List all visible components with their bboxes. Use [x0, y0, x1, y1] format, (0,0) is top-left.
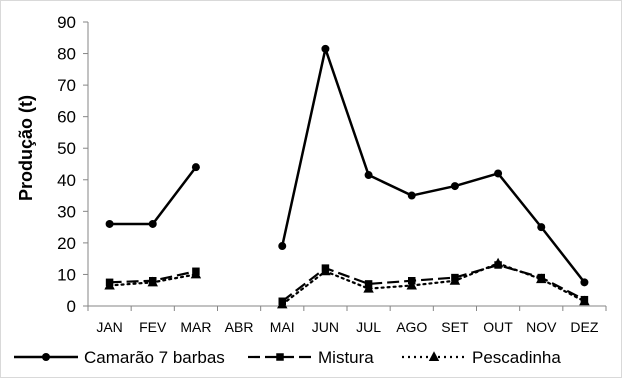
- series-camarao-7-barbas: [105, 44, 589, 287]
- chart-series: [104, 44, 590, 309]
- series-mistura: [105, 261, 589, 306]
- data-point: [580, 278, 589, 287]
- x-tick-label: MAI: [270, 319, 295, 335]
- y-tick-label: 0: [67, 297, 76, 316]
- x-tick-label: JUN: [312, 319, 339, 335]
- x-tick-label: DEZ: [570, 319, 598, 335]
- data-point: [537, 223, 546, 232]
- data-point: [148, 219, 157, 228]
- data-point: [450, 182, 459, 191]
- legend-label: Camarão 7 barbas: [84, 348, 225, 367]
- x-tick-label: JAN: [96, 319, 122, 335]
- y-tick-label: 30: [57, 202, 76, 221]
- x-tick-label: OUT: [483, 319, 513, 335]
- x-tick-label: FEV: [139, 319, 167, 335]
- series-line: [281, 263, 585, 303]
- series-line: [281, 47, 586, 284]
- data-point: [363, 282, 374, 293]
- y-tick-label: 90: [57, 13, 76, 32]
- y-axis-label: Produção (t): [16, 95, 36, 201]
- data-point: [579, 295, 590, 306]
- y-tick-label: 50: [57, 139, 76, 158]
- series-line: [109, 166, 197, 226]
- y-tick-label: 60: [57, 108, 76, 127]
- legend-label: Mistura: [318, 348, 374, 367]
- data-point: [191, 163, 200, 172]
- x-tick-label: SET: [441, 319, 469, 335]
- data-point: [406, 279, 417, 290]
- y-tick-label: 40: [57, 171, 76, 190]
- data-point: [364, 171, 373, 180]
- data-point: [321, 44, 330, 53]
- y-tick-label: 10: [57, 265, 76, 284]
- data-point: [190, 268, 202, 279]
- legend-item-camarao-7-barbas: Camarão 7 barbas: [14, 348, 225, 367]
- legend-marker: [42, 353, 50, 361]
- chart-axes: [87, 22, 606, 307]
- data-point: [320, 265, 331, 276]
- data-point: [536, 273, 547, 284]
- series-pescadinha: [104, 257, 590, 309]
- data-point: [147, 276, 158, 287]
- legend-marker: [428, 351, 440, 361]
- data-point: [105, 219, 114, 228]
- x-tick-label: NOV: [526, 319, 557, 335]
- legend-item-pescadinha: Pescadinha: [402, 348, 561, 367]
- legend-label: Pescadinha: [472, 348, 561, 367]
- legend-marker: [276, 353, 284, 361]
- y-tick-label: 80: [57, 45, 76, 64]
- series-line: [281, 262, 586, 306]
- data-point: [492, 257, 504, 268]
- x-tick-label: JUL: [356, 319, 381, 335]
- y-tick-label: 20: [57, 234, 76, 253]
- x-tick-label: ABR: [225, 319, 254, 335]
- data-point: [277, 298, 288, 309]
- x-tick-label: AGO: [396, 319, 427, 335]
- x-axis-ticks: JAN FEV MAR ABR MAI JUN JUL AGO SET OUT NOV DEZ: [87, 306, 607, 335]
- y-axis-ticks: 0 10 20 30 40 50 60 70 80 90: [57, 13, 88, 316]
- legend-item-mistura: Mistura: [248, 348, 374, 367]
- chart-legend: Camarão 7 barbas Mistura Pescadinha: [14, 348, 561, 367]
- data-point: [407, 191, 416, 200]
- data-point: [449, 275, 461, 285]
- data-point: [494, 169, 503, 178]
- y-tick-label: 70: [57, 76, 76, 95]
- data-point: [104, 279, 115, 290]
- x-tick-label: MAR: [180, 319, 211, 335]
- data-point: [278, 242, 287, 251]
